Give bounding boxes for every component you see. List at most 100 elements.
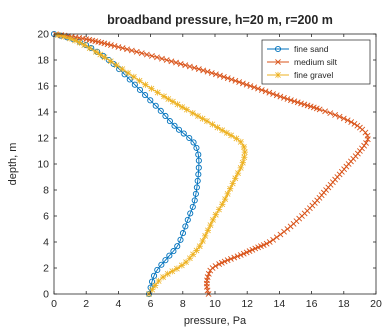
data-point (270, 91, 276, 97)
data-point (168, 58, 175, 65)
data-point (193, 144, 200, 151)
data-point (237, 138, 244, 146)
data-point (152, 102, 159, 109)
data-point (157, 107, 164, 114)
data-point (190, 139, 197, 146)
data-point (220, 73, 227, 80)
data-point (60, 33, 68, 40)
data-point (195, 66, 202, 73)
data-point (177, 236, 184, 243)
data-point (332, 112, 339, 118)
data-point (179, 103, 186, 111)
data-point (327, 110, 334, 117)
data-point (195, 164, 202, 171)
data-point (336, 113, 343, 120)
data-point (234, 253, 241, 260)
data-point (200, 67, 207, 74)
data-point (361, 142, 368, 149)
data-point (277, 231, 284, 238)
data-point (298, 100, 304, 107)
data-point (227, 255, 234, 262)
y-tick-label: 2 (43, 263, 49, 275)
x-tick-label: 10 (209, 298, 221, 310)
data-point (133, 48, 140, 55)
data-point (186, 134, 193, 142)
data-point (294, 99, 301, 106)
data-point (363, 140, 369, 146)
data-point (207, 221, 214, 229)
data-point (178, 262, 185, 269)
data-point (193, 247, 200, 254)
data-point (174, 243, 181, 250)
data-point (217, 72, 223, 79)
data-point (232, 77, 239, 84)
data-point (232, 175, 239, 182)
data-point (364, 132, 371, 139)
data-point (214, 124, 221, 131)
data-point (166, 118, 173, 125)
data-point (191, 64, 198, 71)
data-point (186, 255, 193, 262)
data-point (224, 190, 231, 198)
data-point (204, 68, 211, 75)
legend-item: fine sand (267, 44, 329, 54)
data-point (356, 124, 363, 131)
data-point (240, 250, 247, 257)
data-point (119, 65, 126, 73)
data-point (212, 71, 219, 78)
x-tick-label: 8 (180, 298, 186, 310)
data-point (169, 268, 176, 275)
data-point (266, 89, 273, 96)
data-point (236, 79, 243, 86)
data-point (136, 77, 143, 84)
data-point (192, 190, 199, 197)
data-point (240, 143, 248, 151)
data-point (152, 282, 159, 289)
data-point (182, 62, 189, 69)
data-point (204, 274, 211, 281)
data-point (154, 266, 161, 274)
data-point (202, 232, 209, 240)
data-point (195, 157, 202, 164)
data-point (209, 265, 216, 271)
data-point (281, 94, 287, 101)
x-tick-label: 2 (83, 298, 89, 310)
data-point (130, 73, 137, 81)
data-point (307, 103, 314, 110)
data-point (270, 236, 277, 243)
data-point (246, 248, 253, 255)
data-point (158, 261, 165, 268)
data-point (154, 89, 161, 96)
data-point (179, 230, 186, 237)
legend-item: medium silt (267, 57, 338, 67)
legend-marker (275, 59, 281, 65)
chart-title: broadband pressure, h=20 m, r=200 m (107, 13, 333, 27)
data-point (163, 57, 170, 63)
data-point (291, 98, 298, 105)
data-point (159, 273, 167, 281)
data-point (173, 265, 181, 272)
data-point (237, 252, 244, 258)
data-point (273, 234, 280, 241)
series-layer (50, 30, 371, 298)
data-point (212, 263, 219, 269)
data-point (243, 249, 250, 256)
data-point (224, 257, 231, 264)
data-point (212, 211, 219, 218)
data-point (189, 251, 197, 258)
data-point (354, 122, 361, 129)
data-point (148, 85, 155, 92)
x-axis: 0 2 4 6 8 10 12 14 16 18 20 (51, 34, 382, 310)
data-point (195, 151, 202, 158)
data-point (124, 46, 130, 53)
data-point (234, 169, 242, 177)
data-point (171, 122, 178, 129)
legend-label: medium silt (294, 57, 338, 67)
data-point (229, 180, 236, 187)
data-point (260, 242, 267, 248)
data-point (247, 83, 254, 89)
data-point (86, 44, 93, 52)
data-point (165, 95, 172, 103)
x-tick-label: 6 (148, 298, 154, 310)
data-point (92, 48, 100, 55)
